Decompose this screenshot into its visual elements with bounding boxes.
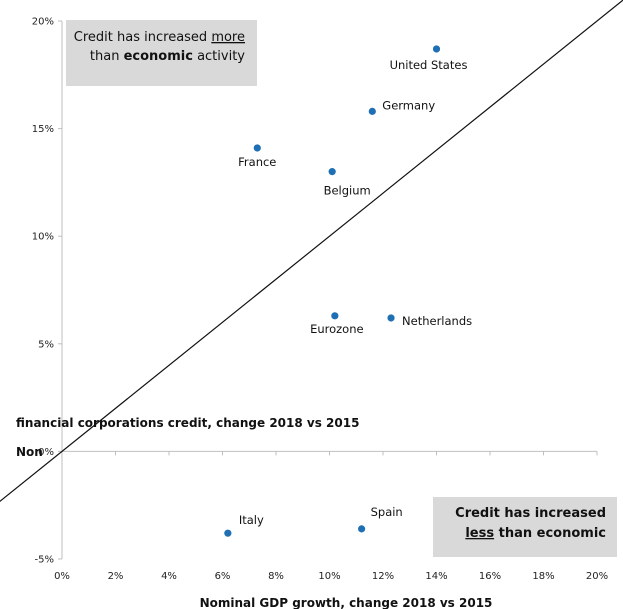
data-label-germany: Germany	[382, 98, 435, 112]
y-tick-label: 5%	[38, 339, 54, 350]
data-point-germany	[368, 107, 376, 115]
axis-titles: financial corporations credit, change 20…	[16, 416, 492, 609]
reference-line-y-equals-x	[0, 0, 623, 503]
annotation-bottom-right: Credit has increased less than economic	[433, 497, 617, 557]
data-label-france: France	[238, 155, 276, 169]
annotation-top-left-line1: Credit has increased more	[74, 30, 245, 45]
x-tick-label: 4%	[161, 571, 177, 582]
axes-layer: -5%0%5%10%15%20%0% 2% 4% 6% 8% 10% 12% 14% 16% 18…	[32, 17, 608, 583]
y-tick-label: 0%	[38, 447, 54, 458]
data-point-italy	[224, 529, 232, 537]
x-tick-label: 14%	[425, 571, 447, 582]
annotation-top-left: Credit has increased more than economic …	[66, 20, 257, 86]
x-tick-label: 18%	[532, 571, 554, 582]
y-tick-label: 10%	[32, 232, 54, 243]
data-label-united-states: United States	[390, 58, 468, 72]
annotation-top-left-line2: than economic activity	[90, 49, 245, 64]
reference-line-layer	[0, 0, 623, 503]
data-label-spain: Spain	[371, 505, 403, 519]
x-tick-label: 10%	[318, 571, 340, 582]
annotation-bottom-right-line1: Credit has increased	[455, 506, 606, 521]
points-layer: United States Germany France Belgium Eurozon…	[224, 45, 472, 537]
data-label-eurozone: Eurozone	[310, 322, 364, 336]
y-axis-title-line2: Non	[16, 445, 43, 459]
annotation-box-top-left	[66, 20, 257, 86]
data-label-netherlands: Netherlands	[402, 314, 472, 328]
data-point-spain	[358, 525, 366, 533]
data-point-eurozone	[331, 312, 339, 320]
annotation-bottom-right-line2: less than economic	[465, 526, 606, 541]
x-tick-label: 2%	[108, 571, 124, 582]
x-tick-label: 0%	[54, 571, 70, 582]
x-tick-label: 6%	[215, 571, 231, 582]
x-tick-label: 8%	[268, 571, 284, 582]
annotation-box-bottom-right	[433, 497, 617, 557]
data-point-netherlands	[387, 314, 395, 322]
y-tick-label: -5%	[35, 555, 54, 566]
y-tick-label: 15%	[32, 124, 54, 135]
x-axis-title: Nominal GDP growth, change 2018 vs 2015	[200, 596, 493, 609]
y-tick-label: 20%	[32, 17, 54, 28]
x-tick-label: 16%	[479, 571, 501, 582]
data-point-france	[253, 144, 261, 152]
data-point-belgium	[328, 168, 336, 176]
data-label-belgium: Belgium	[324, 184, 371, 198]
data-label-italy: Italy	[239, 513, 264, 527]
y-axis-title-line1: financial corporations credit, change 20…	[16, 416, 359, 430]
x-tick-label: 12%	[372, 571, 394, 582]
annotations-layer: Credit has increased more than economic …	[66, 20, 617, 557]
x-tick-label: 20%	[586, 571, 608, 582]
data-point-united-states	[432, 45, 441, 53]
